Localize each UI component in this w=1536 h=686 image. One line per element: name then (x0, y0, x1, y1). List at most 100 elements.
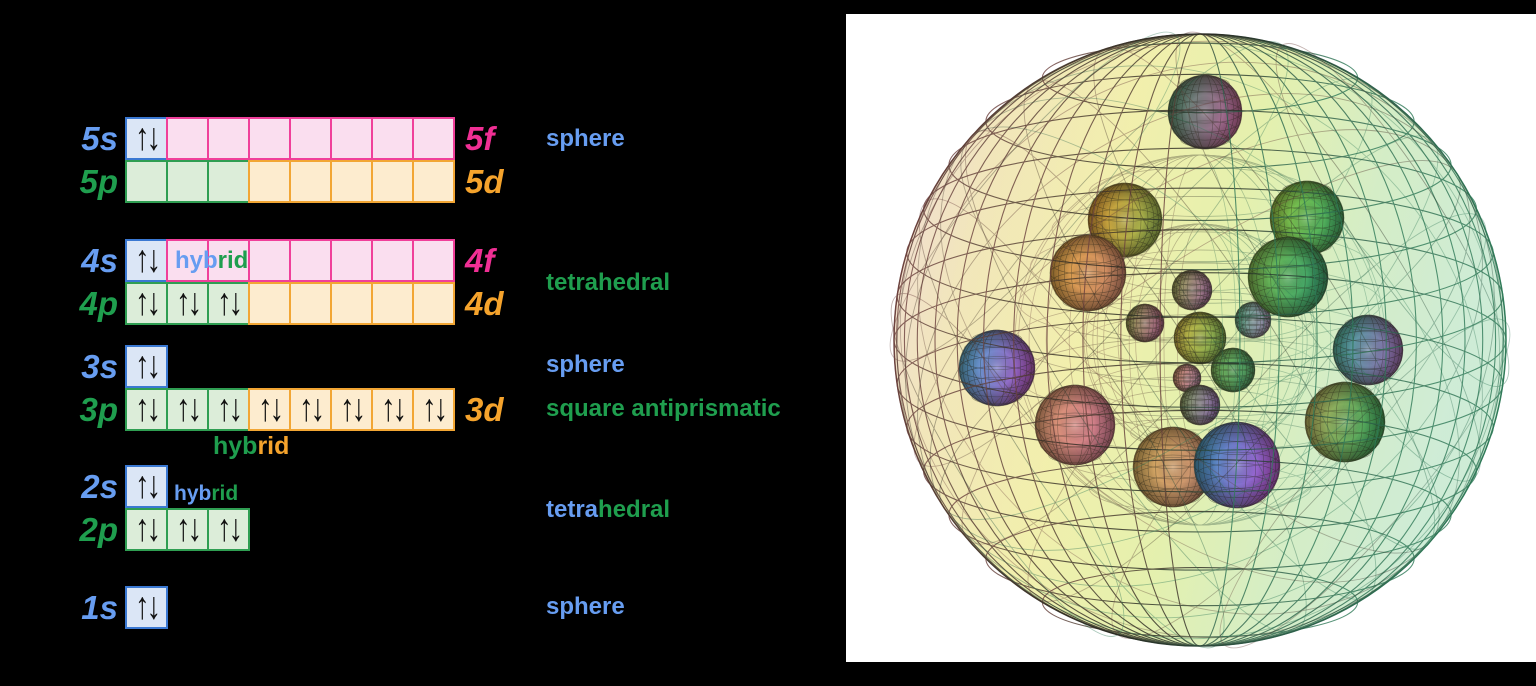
orbital-box-p: ↑↓ (166, 388, 209, 431)
orbital-box-s: ↑↓ (125, 239, 168, 282)
orbital-box-p: ↑↓ (207, 508, 250, 551)
electron-pair-arrows: ↑↓ (340, 387, 366, 430)
electron-pair-arrows: ↑↓ (135, 507, 161, 550)
orbital-label-3p: 3p (79, 391, 118, 428)
geometry-text-part: sphere (546, 593, 625, 620)
orbital-row-2s: 2s ↑↓ (0, 465, 840, 508)
orbital-box-d (248, 160, 291, 203)
orbital-box-p (207, 160, 250, 203)
orbital-box-d (371, 282, 414, 325)
orbital-box-s: ↑↓ (125, 117, 168, 160)
orbital-box-f (207, 117, 250, 160)
orbital-box-p (125, 160, 168, 203)
orbital-box-d: ↑↓ (330, 388, 373, 431)
orbital-box-d (330, 282, 373, 325)
orbital-label-4s: 4s (81, 242, 118, 279)
electron-pair-arrows: ↑↓ (217, 281, 243, 324)
orbital-box-d: ↑↓ (371, 388, 414, 431)
geometry-text-part: sphere (546, 351, 625, 378)
electron-pair-arrows: ↑↓ (176, 387, 202, 430)
orbital-label-2p: 2p (79, 511, 118, 548)
orbital-box-d (371, 160, 414, 203)
orbital-box-p: ↑↓ (166, 508, 209, 551)
electron-pair-arrows: ↑↓ (176, 281, 202, 324)
electron-pair-arrows: ↑↓ (135, 281, 161, 324)
geometry-text-part: sphere (546, 125, 625, 152)
orbital-row-4s: 4s ↑↓ 4f (0, 239, 840, 282)
electron-pair-arrows: ↑↓ (135, 116, 161, 159)
electron-pair-arrows: ↑↓ (135, 464, 161, 507)
geometry-label: sphere (546, 353, 625, 377)
orbital-box-p: ↑↓ (207, 282, 250, 325)
orbital-box-f (248, 239, 291, 282)
orbital-label-5f: 5f (465, 120, 495, 157)
geometry-label: square antiprismatic (546, 397, 781, 421)
geometry-text-part: tetra (546, 496, 599, 523)
orbital-box-p: ↑↓ (125, 388, 168, 431)
orbital-box-p: ↑↓ (125, 508, 168, 551)
electron-pair-arrows: ↑↓ (217, 507, 243, 550)
orbital-label-3d: 3d (465, 391, 504, 428)
orbital-label-4p: 4p (79, 285, 118, 322)
orbital-box-d (412, 160, 455, 203)
orbital-box-f (248, 117, 291, 160)
geometry-label: sphere (546, 127, 625, 151)
orbital-box-d (412, 282, 455, 325)
hybrid-text-part: hyb (175, 247, 218, 274)
hybrid-text-part: hyb (213, 432, 258, 460)
orbital-label-5d: 5d (465, 163, 504, 200)
orbital-label-4f: 4f (465, 242, 495, 279)
orbital-label-5p: 5p (79, 163, 118, 200)
electron-pair-arrows: ↑↓ (135, 344, 161, 387)
orbital-label-2s: 2s (81, 468, 118, 505)
orbital-box-f (330, 239, 373, 282)
orbital-label-1s: 1s (81, 589, 118, 626)
orbital-row-1s: 1s ↑↓ (0, 586, 840, 629)
orbital-row-4p: 4p ↑↓ ↑↓ ↑↓ 4d (0, 282, 840, 325)
electron-pair-arrows: ↑↓ (258, 387, 284, 430)
hybrid-annotation: hybrid (174, 483, 238, 504)
orbital-row-3s: 3s ↑↓ (0, 345, 840, 388)
orbital-box-p: ↑↓ (125, 282, 168, 325)
orbital-box-f (330, 117, 373, 160)
geometry-label: tetrahedral (546, 271, 670, 295)
orbital-box-p: ↑↓ (166, 282, 209, 325)
orbital-box-f (289, 117, 332, 160)
electron-pair-arrows: ↑↓ (299, 387, 325, 430)
orbital-box-d (289, 282, 332, 325)
orbital-box-f (371, 239, 414, 282)
orbital-row-5p: 5p 5d (0, 160, 840, 203)
orbital-row-2p: 2p ↑↓ ↑↓ ↑↓ (0, 508, 840, 551)
orbital-box-f (166, 117, 209, 160)
electron-pair-arrows: ↑↓ (135, 238, 161, 281)
hybrid-text-part: rid (257, 432, 290, 460)
orbital-label-3s: 3s (81, 348, 118, 385)
wireframe-sphere-figure (889, 31, 1511, 649)
orbital-box-d (248, 282, 291, 325)
orbital-box-f (412, 239, 455, 282)
electron-pair-arrows: ↑↓ (135, 585, 161, 628)
orbital-box-d (289, 160, 332, 203)
geometry-text-part: square antiprismatic (546, 395, 781, 422)
orbital-box-d: ↑↓ (412, 388, 455, 431)
orbital-row-3p: 3p ↑↓ ↑↓ ↑↓ ↑↓ ↑↓ ↑↓ ↑↓ ↑↓ 3d (0, 388, 840, 431)
hybrid-text-part: rid (217, 247, 249, 274)
geometry-label: sphere (546, 595, 625, 619)
sphere-packing-figure-panel (846, 14, 1536, 662)
orbital-box-s: ↑↓ (125, 465, 168, 508)
orbital-row-5s: 5s ↑↓ 5f (0, 117, 840, 160)
electron-pair-arrows: ↑↓ (217, 387, 243, 430)
orbital-box-s: ↑↓ (125, 345, 168, 388)
orbital-box-f (207, 239, 250, 282)
orbital-box-f (412, 117, 455, 160)
orbital-box-f (289, 239, 332, 282)
geometry-label: tetrahedral (546, 498, 670, 522)
orbital-box-d (330, 160, 373, 203)
electron-pair-arrows: ↑↓ (381, 387, 407, 430)
orbital-box-p (166, 160, 209, 203)
orbital-box-s: ↑↓ (125, 586, 168, 629)
hybrid-annotation: hybrid (213, 434, 289, 459)
orbital-box-p: ↑↓ (207, 388, 250, 431)
